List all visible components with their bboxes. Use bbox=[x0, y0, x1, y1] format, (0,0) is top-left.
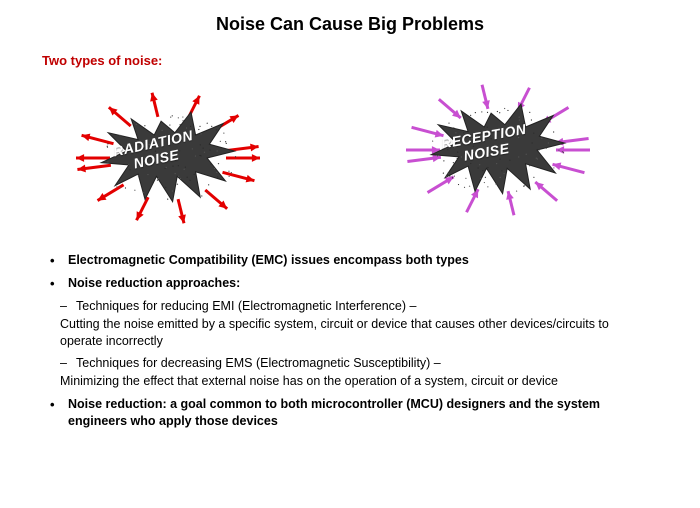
dash-item: Techniques for reducing EMI (Electromagn… bbox=[46, 298, 660, 315]
page-title: Noise Can Cause Big Problems bbox=[0, 0, 700, 35]
para-item: Minimizing the effect that external nois… bbox=[46, 373, 652, 390]
radiation-burst: RADIATIONNOISE bbox=[8, 58, 328, 258]
diagrams-area: RADIATIONNOISE RECEPTIONNOISE bbox=[0, 68, 700, 248]
bullet-item: Electromagnetic Compatibility (EMC) issu… bbox=[46, 252, 660, 269]
reception-burst: RECEPTIONNOISE bbox=[338, 50, 658, 250]
dash-item: Techniques for decreasing EMS (Electroma… bbox=[46, 355, 660, 372]
bullet-item: Noise reduction approaches: bbox=[46, 275, 660, 292]
para-item: Cutting the noise emitted by a specific … bbox=[46, 316, 652, 350]
content-body: Electromagnetic Compatibility (EMC) issu… bbox=[46, 252, 660, 430]
bullet-item: Noise reduction: a goal common to both m… bbox=[46, 396, 660, 430]
